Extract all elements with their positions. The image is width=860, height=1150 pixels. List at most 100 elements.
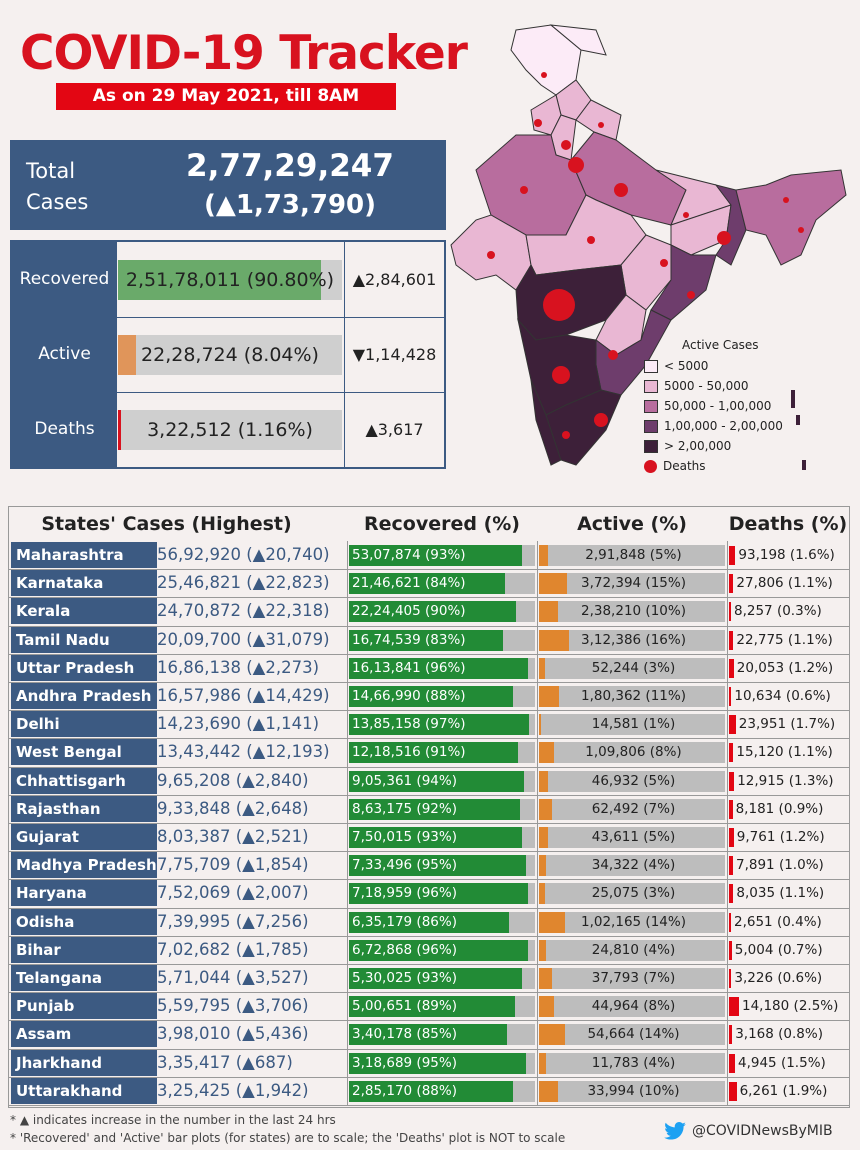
active-bar-fill	[539, 601, 558, 623]
active-text: 33,994 (10%)	[587, 1082, 680, 1099]
deaths-bar-fill	[729, 828, 734, 847]
table-row: Madhya Pradesh 7,75,709 (▲1,854) 7,33,496 …	[9, 851, 849, 879]
cases-value: 7,02,682	[157, 939, 231, 959]
deaths-value: 8,181	[735, 800, 775, 817]
recovered-text: 5,00,651 (89%)	[352, 998, 457, 1015]
state-name: Tamil Nadu	[11, 626, 157, 653]
legend-swatch	[644, 399, 658, 413]
deaths-text: 9,761 (1.2%)	[736, 829, 825, 845]
cases-delta: (▲2,273)	[246, 657, 320, 677]
recovered-pct: 93	[421, 829, 439, 845]
recovered-bar: 5,30,025 (93%)	[349, 968, 535, 989]
cases-value: 8,03,387	[157, 827, 231, 846]
cases-delta: (▲22,823)	[246, 573, 330, 593]
recovered-bar: 7,18,959 (96%)	[349, 883, 535, 905]
table-row: Delhi 14,23,690 (▲1,141) 13,85,158 (97%) 14…	[9, 710, 849, 738]
summary-delta: ▼1,14,428	[344, 317, 444, 392]
table-row: Uttar Pradesh 16,86,138 (▲2,273) 16,13,841…	[9, 654, 849, 682]
recovered-pct: 94	[421, 772, 439, 789]
recovered-value: 21,46,621	[352, 575, 421, 592]
deaths-pct: 1.1	[793, 575, 815, 592]
state-name: Uttarakhand	[11, 1077, 157, 1104]
state-name: Assam	[11, 1021, 157, 1048]
active-bar-fill	[539, 629, 569, 651]
recovered-bar-fill	[349, 770, 524, 792]
cases-value: 13,43,442	[157, 742, 241, 762]
cases-value: 5,59,795	[157, 996, 231, 1016]
summary-label: Deaths	[34, 419, 95, 439]
row-divider	[9, 964, 849, 965]
active-text: 11,783 (4%)	[591, 1054, 676, 1071]
header-recovered: Recovered (%)	[364, 513, 520, 535]
header-deaths: Deaths (%)	[728, 513, 848, 535]
state-cases: 8,03,387 (▲2,521)	[157, 823, 347, 851]
deaths-text: 27,806 (1.1%)	[736, 575, 833, 592]
active-value: 3,12,386	[581, 631, 642, 648]
recovered-pct: 93	[430, 547, 448, 563]
active-bar-fill	[539, 545, 549, 566]
row-divider	[9, 907, 849, 909]
state-name: Haryana	[11, 880, 157, 907]
deaths-value: 22,775	[736, 631, 784, 648]
cases-delta: (▲1,854)	[235, 855, 309, 875]
legend-swatch	[644, 359, 658, 373]
active-bar: 25,075 (3%)	[539, 883, 725, 905]
active-text: 46,932 (5%)	[591, 772, 676, 789]
active-bar-fill	[539, 1080, 558, 1102]
deaths-bar-fill	[729, 856, 733, 876]
table-row: Karnataka 25,46,821 (▲22,823) 21,46,621 (8…	[9, 569, 849, 597]
recovered-text: 7,18,959 (96%)	[352, 885, 457, 902]
recovered-bar-fill	[349, 996, 515, 1018]
region-ne	[735, 169, 847, 266]
state-name: Karnataka	[11, 570, 157, 597]
recovered-pct: 86	[421, 913, 439, 930]
recovered-bar-fill	[349, 968, 522, 989]
state-name: Andhra Pradesh	[11, 683, 157, 709]
active-bar: 3,72,394 (15%)	[539, 573, 725, 595]
cases-value: 16,86,138	[157, 657, 241, 677]
legend-swatch	[644, 419, 658, 433]
recovered-bar: 22,24,405 (90%)	[349, 601, 535, 623]
active-bar: 34,322 (4%)	[539, 855, 725, 877]
table-row: Kerala 24,70,872 (▲22,318) 22,24,405 (90%)…	[9, 597, 849, 625]
summary-pct: (1.16%)	[237, 419, 313, 441]
active-pct: 1	[648, 716, 658, 733]
row-divider	[9, 879, 849, 881]
recovered-text: 16,74,539 (83%)	[352, 631, 466, 648]
summary-row-deaths: Deaths 3,22,512 (1.16%) ▲3,617	[12, 392, 444, 467]
state-name: Delhi	[11, 711, 157, 738]
recovered-pct: 90	[430, 603, 448, 620]
recovered-value: 16,13,841	[352, 659, 421, 676]
deaths-value: 7,891	[736, 857, 775, 874]
legend-label: 5000 - 50,000	[664, 379, 749, 393]
recovered-bar: 8,63,175 (92%)	[349, 798, 535, 820]
active-bar-fill	[539, 798, 553, 820]
active-value: 52,244	[591, 659, 639, 676]
summary-panel: Recovered 2,51,78,011 (90.80%) ▲2,84,601 Ac…	[10, 240, 446, 469]
region-odisha	[650, 244, 717, 321]
india-map	[450, 24, 847, 470]
active-bar-fill	[539, 911, 566, 933]
state-cases: 13,43,442 (▲12,193)	[157, 738, 347, 766]
column-divider	[727, 541, 728, 1105]
summary-bar-fill	[118, 260, 322, 300]
deaths-bar-fill	[729, 743, 734, 763]
recovered-bar-fill	[349, 1080, 513, 1102]
state-cases: 16,86,138 (▲2,273)	[157, 654, 347, 682]
deaths-text: 14,180 (2.5%)	[742, 998, 839, 1015]
legend-item-deaths: Deaths	[644, 456, 794, 476]
recovered-bar-fill	[349, 657, 528, 679]
cases-delta: (▲1,785)	[235, 939, 309, 959]
deaths-value: 10,634	[734, 688, 782, 704]
active-pct: 5	[648, 829, 658, 845]
deaths-bar-fill	[729, 771, 735, 791]
cases-value: 7,52,069	[157, 883, 231, 903]
summary-value: 22,28,724	[141, 344, 238, 366]
recovered-bar: 53,07,874 (93%)	[349, 545, 535, 566]
state-cases: 5,71,044 (▲3,527)	[157, 964, 347, 992]
legend-label: > 2,00,000	[664, 439, 732, 453]
map-legend: Active Cases < 5000 5000 - 50,000 50,000 -…	[644, 338, 794, 476]
state-cases: 14,23,690 (▲1,141)	[157, 710, 347, 738]
cases-delta: (▲1,942)	[235, 1080, 309, 1100]
deaths-pct: 1.1	[793, 744, 815, 761]
